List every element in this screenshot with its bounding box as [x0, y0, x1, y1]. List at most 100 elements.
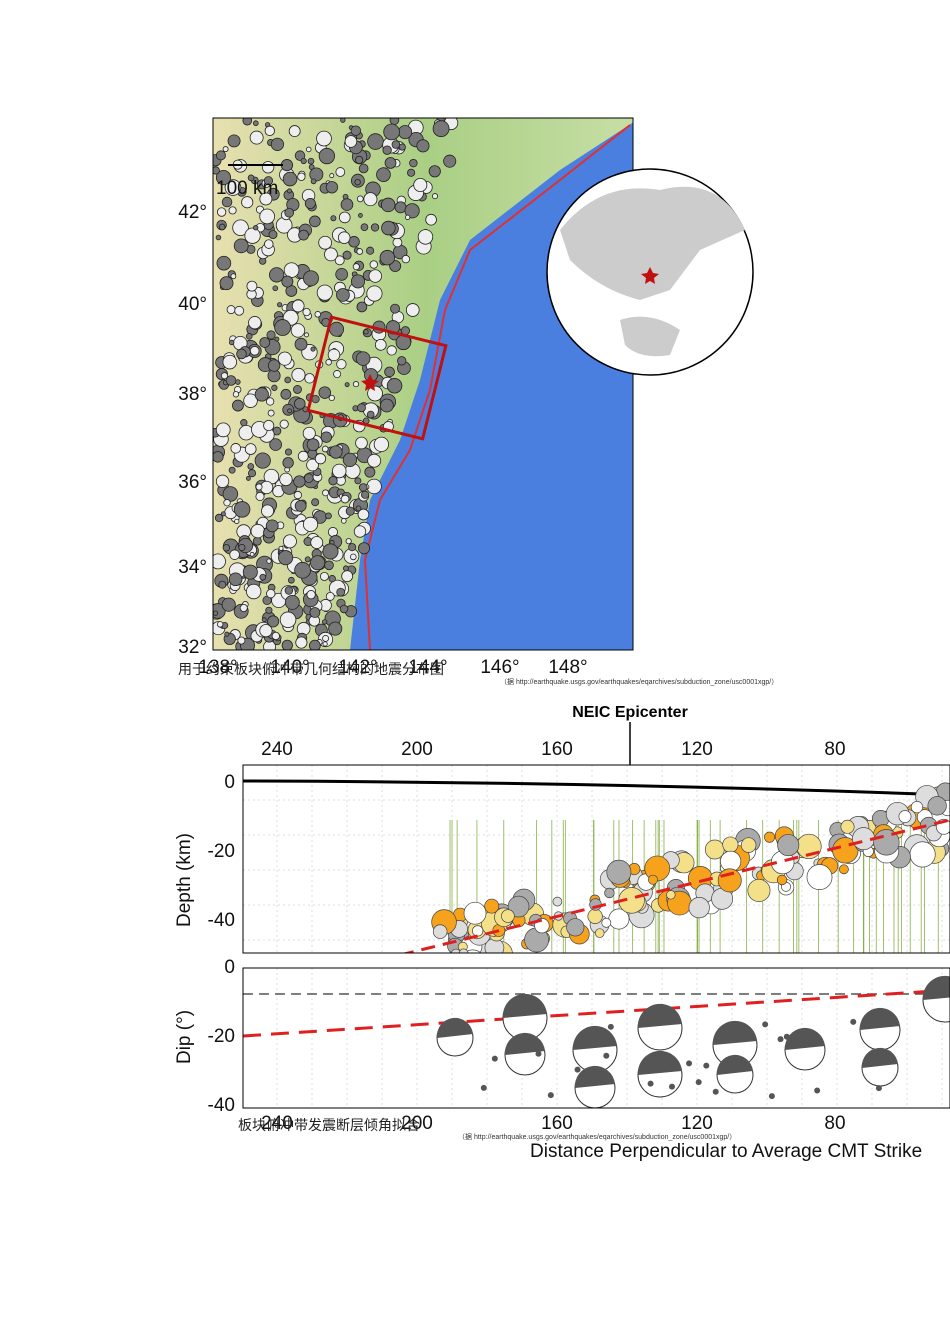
event: [814, 1087, 821, 1094]
quake: [397, 356, 407, 366]
quake: [340, 118, 346, 123]
quake: [332, 463, 347, 479]
quake: [267, 359, 281, 372]
focal-mechanism: [442, 953, 453, 964]
quake: [255, 491, 265, 501]
quake: [213, 553, 226, 570]
focal-mechanism: [747, 878, 771, 902]
event: [712, 1088, 719, 1095]
quake: [348, 543, 357, 552]
quake: [290, 323, 306, 338]
quake: [237, 636, 246, 645]
figure-source: （据 http://earthquake.usgs.gov/earthquake…: [458, 1132, 736, 1141]
focal-quadrant: [637, 1050, 682, 1075]
quake: [265, 519, 279, 533]
quake: [324, 560, 334, 571]
focal-mechanism: [587, 908, 603, 924]
quake: [238, 543, 246, 552]
quake: [344, 382, 350, 388]
quake: [249, 130, 264, 145]
quake: [322, 543, 339, 560]
quake: [407, 168, 416, 177]
quake: [320, 431, 333, 443]
focal-mechanism: [777, 834, 800, 857]
x-tick-label: 240: [261, 1113, 293, 1134]
quake: [282, 534, 297, 549]
quake: [228, 339, 235, 346]
event: [535, 1050, 542, 1057]
quake: [215, 474, 230, 488]
focal-quadrant: [712, 1020, 757, 1045]
quake: [259, 208, 276, 225]
quake: [322, 641, 328, 647]
quake: [266, 588, 276, 599]
quake: [222, 544, 231, 552]
quake: [293, 385, 302, 394]
quake: [366, 285, 383, 302]
epicenter-star: [361, 374, 379, 391]
focal-mechanism: [644, 855, 671, 882]
quake: [228, 466, 236, 474]
quake: [366, 246, 375, 255]
quake: [342, 452, 358, 467]
quake: [303, 473, 314, 483]
focal-quadrant: [716, 1054, 753, 1075]
quake: [254, 387, 269, 402]
quake: [380, 197, 396, 213]
quake: [288, 125, 301, 138]
event: [777, 1036, 784, 1043]
quake: [350, 274, 366, 289]
y-tick-label: 0: [224, 957, 235, 978]
quake: [247, 174, 255, 182]
quake: [404, 214, 411, 220]
quake: [352, 263, 360, 271]
quake: [318, 386, 332, 399]
quake: [309, 215, 321, 228]
event: [869, 1056, 876, 1063]
y-tick-label: 0: [224, 772, 235, 793]
quake: [391, 140, 401, 149]
focal-mechanism: [806, 864, 833, 890]
quake: [283, 262, 300, 278]
quake: [264, 239, 274, 249]
quake: [249, 551, 255, 557]
event: [662, 1064, 669, 1071]
quake: [269, 267, 285, 283]
quake: [336, 288, 350, 302]
quake: [338, 211, 351, 224]
quake: [382, 145, 392, 155]
x-tick-label: 120: [681, 1113, 713, 1134]
quake: [352, 381, 360, 388]
annotation: NEIC Epicenter: [572, 704, 688, 721]
quake: [255, 483, 263, 491]
quake: [233, 501, 251, 518]
quake: [360, 223, 369, 232]
quake: [266, 558, 272, 564]
quake: [354, 179, 361, 186]
y-tick-label: -40: [208, 1095, 235, 1116]
quake: [268, 230, 278, 240]
quake: [356, 403, 366, 413]
quake: [345, 538, 352, 545]
event: [547, 1092, 554, 1099]
focal-quadrant: [572, 1025, 617, 1050]
quake: [432, 193, 439, 200]
quake: [294, 500, 307, 512]
quake: [279, 419, 289, 429]
quake: [250, 523, 265, 539]
quake: [259, 192, 273, 206]
quake: [216, 255, 232, 271]
quake: [304, 197, 316, 209]
quake: [295, 636, 308, 649]
event: [673, 1061, 680, 1068]
event: [641, 1017, 648, 1024]
x-tick-label: 200: [401, 1113, 433, 1134]
quake: [282, 457, 294, 469]
quake: [354, 477, 362, 485]
lon-label: 146°: [480, 657, 519, 678]
quake: [367, 133, 384, 150]
lon-label: 148°: [548, 657, 587, 678]
quake: [287, 408, 293, 414]
quake: [358, 212, 363, 218]
quake: [297, 172, 306, 181]
